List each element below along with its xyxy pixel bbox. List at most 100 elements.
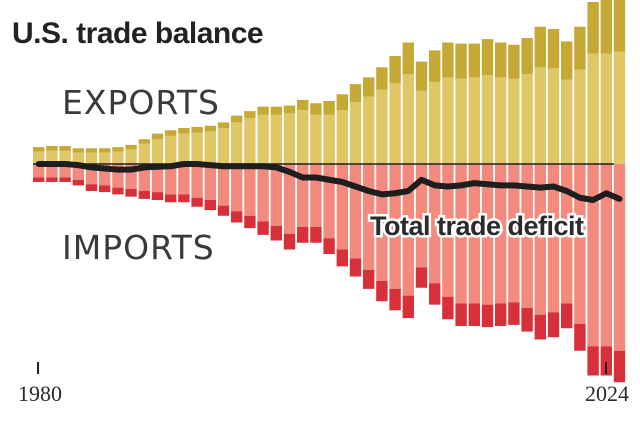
export-bar-dark bbox=[455, 43, 467, 79]
import-bar-light bbox=[72, 164, 84, 180]
import-bar-light bbox=[468, 164, 480, 304]
export-bar-light bbox=[521, 74, 533, 164]
export-bar-light bbox=[600, 53, 612, 164]
import-bar-light bbox=[231, 164, 243, 212]
export-bar-light bbox=[310, 114, 322, 164]
export-bar-dark bbox=[244, 111, 256, 118]
import-bar-light bbox=[244, 164, 256, 216]
x-axis: 1980 2024 bbox=[18, 362, 629, 406]
export-bar-light bbox=[283, 113, 296, 165]
import-bar-dark bbox=[521, 308, 533, 332]
export-bar-dark bbox=[231, 115, 243, 123]
import-bar-light bbox=[600, 164, 612, 347]
import-bar-dark bbox=[112, 187, 124, 195]
import-bar-dark bbox=[323, 238, 335, 254]
import-bar-light bbox=[310, 164, 322, 227]
import-bar-light bbox=[178, 164, 190, 195]
import-bar-light bbox=[283, 164, 296, 234]
import-bar-light bbox=[376, 164, 388, 281]
exports-label: EXPORTS bbox=[62, 83, 220, 122]
export-bar-dark bbox=[415, 61, 428, 91]
import-bar-dark bbox=[217, 205, 230, 216]
export-bar-light bbox=[534, 67, 546, 164]
export-bar-light bbox=[178, 133, 190, 165]
export-bar-dark bbox=[204, 125, 216, 132]
deficit-line bbox=[35, 161, 623, 203]
export-bar-dark bbox=[561, 41, 573, 80]
export-bar-light bbox=[297, 110, 309, 164]
export-bar-light bbox=[151, 139, 164, 164]
import-bar-dark bbox=[613, 350, 626, 383]
import-bar-dark bbox=[257, 221, 269, 235]
export-bar-dark bbox=[389, 56, 401, 83]
import-bar-light bbox=[297, 164, 309, 227]
export-bar-light bbox=[46, 150, 58, 164]
export-bar-light bbox=[415, 90, 428, 165]
export-bar-light bbox=[574, 69, 586, 164]
export-bar-dark bbox=[178, 128, 190, 134]
export-bar-light bbox=[481, 75, 494, 165]
import-bar-dark bbox=[508, 302, 520, 325]
export-bar-light bbox=[455, 78, 467, 164]
export-bar-dark bbox=[33, 147, 45, 152]
import-bar-dark bbox=[310, 227, 322, 243]
import-bar-dark bbox=[415, 267, 428, 288]
export-bar-dark bbox=[574, 26, 586, 70]
import-bar-light bbox=[349, 164, 362, 259]
export-bar-dark bbox=[257, 106, 269, 115]
import-bar-light bbox=[363, 164, 375, 270]
import-bar-light bbox=[336, 164, 348, 250]
import-bar-light bbox=[112, 164, 124, 188]
export-bar-dark bbox=[402, 42, 414, 74]
import-bar-light bbox=[481, 164, 494, 305]
export-bar-light bbox=[244, 117, 256, 165]
export-bar-dark bbox=[191, 126, 203, 133]
export-bar-dark bbox=[600, 0, 612, 54]
export-bar-dark bbox=[310, 103, 322, 115]
export-bar-light bbox=[191, 132, 203, 164]
import-bar-light bbox=[508, 164, 520, 303]
export-bar-light bbox=[613, 51, 626, 164]
export-bar-dark bbox=[283, 105, 296, 114]
export-bar-light bbox=[442, 77, 454, 165]
import-bar-light bbox=[495, 164, 507, 304]
import-bar-dark bbox=[72, 179, 84, 186]
export-bar-dark bbox=[217, 122, 230, 129]
export-bar-light bbox=[587, 53, 599, 164]
import-bar-dark bbox=[547, 312, 560, 338]
import-bar-light bbox=[85, 164, 98, 185]
export-bar-dark bbox=[521, 38, 533, 74]
export-bar-dark bbox=[323, 101, 335, 115]
export-bar-light bbox=[217, 128, 230, 164]
import-bar-dark bbox=[574, 323, 586, 351]
export-bar-dark bbox=[468, 43, 480, 78]
import-bar-dark bbox=[46, 177, 58, 182]
export-bar-dark bbox=[481, 39, 494, 76]
export-bar-dark bbox=[72, 148, 84, 153]
imports-label: IMPORTS bbox=[62, 228, 215, 267]
import-bar-dark bbox=[587, 346, 599, 376]
export-bar-dark bbox=[349, 84, 362, 103]
import-bar-dark bbox=[495, 303, 507, 326]
export-bar-light bbox=[323, 114, 335, 164]
import-bar-light bbox=[574, 164, 586, 324]
export-bar-dark bbox=[587, 2, 599, 54]
export-bar-dark bbox=[85, 148, 98, 153]
import-bar-dark bbox=[297, 227, 309, 243]
import-bar-dark bbox=[600, 346, 612, 376]
export-bar-light bbox=[85, 152, 98, 164]
import-bar-light bbox=[389, 164, 401, 289]
export-bar-light bbox=[125, 149, 137, 165]
import-bar-light bbox=[402, 164, 414, 296]
import-bar-dark bbox=[402, 295, 414, 319]
export-bar-light bbox=[349, 102, 362, 165]
export-bar-dark bbox=[270, 106, 282, 115]
import-bar-light bbox=[270, 164, 282, 226]
import-bar-light bbox=[323, 164, 335, 239]
import-bar-dark bbox=[283, 233, 296, 250]
import-bar-light bbox=[415, 164, 428, 268]
bars-group bbox=[33, 0, 626, 383]
import-bar-light bbox=[165, 164, 177, 195]
import-bar-light bbox=[561, 164, 573, 304]
